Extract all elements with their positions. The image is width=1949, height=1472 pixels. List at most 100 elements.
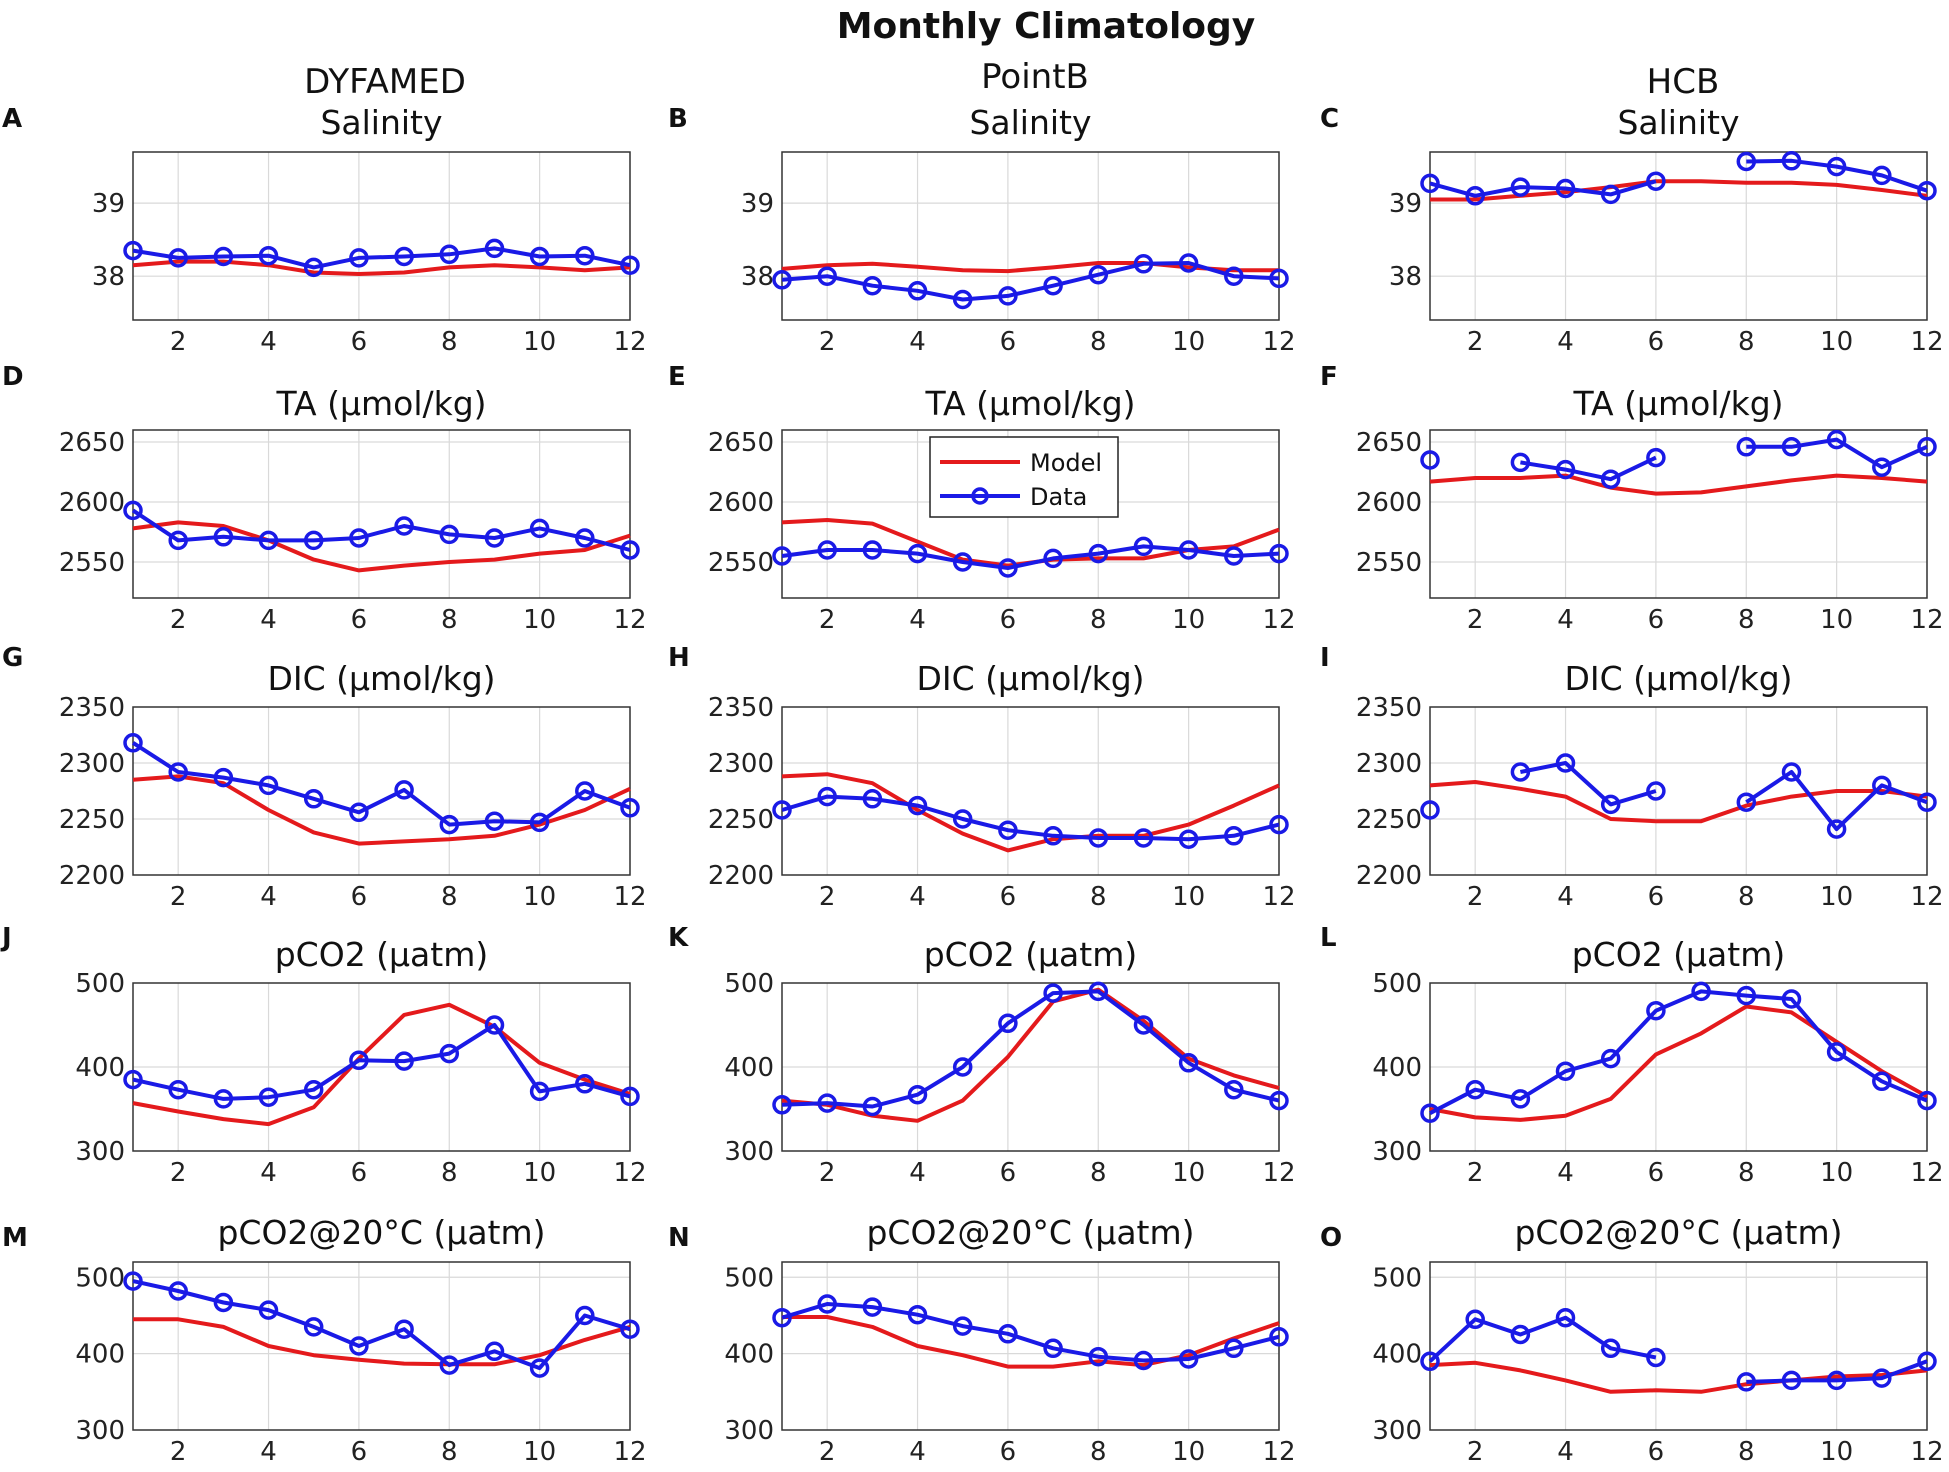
axes-box: [1429, 982, 1928, 1152]
plot-area: [133, 430, 630, 598]
series-data: [123, 1015, 640, 1109]
x-tick-label: 6: [351, 1158, 368, 1188]
series-line-model: [1429, 473, 1928, 496]
data-point: [862, 275, 883, 296]
series-data: [772, 1294, 1289, 1371]
panel-letter: N: [668, 1223, 690, 1253]
data-point: [1917, 1090, 1937, 1111]
data-point: [862, 789, 883, 809]
plot-area: [1430, 430, 1927, 598]
panel-title: pCO2@20°C (μatm): [217, 1213, 545, 1252]
panels: A Salinity 2 4 6 8 10 12 38 39 B Salinity 2 4 6 8 10 12 38…: [0, 103, 1944, 1467]
x-tick-label: 8: [1738, 1158, 1755, 1188]
y-tick-label: 2600: [708, 488, 774, 518]
panel-letter: I: [1320, 643, 1330, 673]
y-tick-label: 300: [75, 1137, 125, 1167]
data-point: [484, 528, 505, 548]
data-point: [1872, 457, 1892, 477]
data-point: [1178, 253, 1199, 273]
y-tick-label: 2250: [708, 805, 774, 835]
panel-a: A Salinity 2 4 6 8 10 12 38 39: [2, 103, 647, 357]
x-tick-label: 12: [1910, 605, 1943, 635]
data-point: [1917, 180, 1937, 201]
data-point: [575, 1074, 595, 1094]
x-tick-label: 10: [523, 1437, 556, 1467]
y-tick-label: 400: [1372, 1340, 1422, 1370]
data-point: [349, 1336, 369, 1356]
y-tick-label: 2650: [708, 428, 774, 458]
x-tick-label: 6: [1648, 1437, 1665, 1467]
panel-d: D TA (μmol/kg) 2 4 6 8 10 12 2550 2600 2650: [2, 362, 647, 635]
series-model: [1430, 179, 1928, 202]
data-point: [998, 820, 1018, 840]
x-tick-label: 4: [260, 327, 277, 357]
x-tick-label: 8: [441, 1158, 458, 1188]
data-point: [998, 286, 1018, 306]
x-tick-label: 10: [523, 327, 556, 357]
x-tick-label: 6: [1000, 1158, 1017, 1188]
series-line-data: [1745, 770, 1928, 832]
data-point: [1043, 548, 1063, 569]
series-data: [1420, 753, 1937, 839]
data-point: [529, 518, 550, 539]
data-point: [1178, 1053, 1199, 1073]
data-point: [1133, 254, 1154, 274]
data-point: [303, 530, 324, 551]
x-tick-label: 4: [260, 1437, 277, 1467]
series-data: [772, 786, 1289, 849]
x-tick-label: 4: [1557, 605, 1574, 635]
data-point: [213, 767, 234, 788]
panel-letter: L: [1320, 923, 1337, 953]
legend-data-label: Data: [1030, 483, 1087, 511]
x-tick-label: 8: [1738, 1437, 1755, 1467]
column-titles: DYFAMED PointB HCB: [304, 57, 1719, 102]
data-point: [575, 245, 595, 266]
data-point: [349, 248, 369, 268]
data-point: [1781, 437, 1802, 457]
x-tick-label: 12: [613, 1437, 646, 1467]
axes-box: [781, 982, 1280, 1152]
data-point: [168, 1079, 188, 1100]
data-point: [817, 540, 837, 560]
x-tick-label: 10: [1172, 1158, 1205, 1188]
x-tick-label: 12: [613, 605, 646, 635]
data-point: [1600, 794, 1621, 815]
x-tick-label: 2: [819, 882, 836, 912]
panel-i: I DIC (μmol/kg) 2 4 6 8 10 12 2200 2250 2300 2350: [1320, 643, 1944, 912]
data-point: [1088, 264, 1109, 285]
legend-box: [929, 436, 1119, 518]
data-point: [1600, 1048, 1621, 1069]
data-point: [772, 546, 792, 566]
data-point: [1043, 826, 1063, 846]
data-point: [439, 814, 460, 835]
data-point: [213, 527, 234, 547]
data-point: [1736, 792, 1757, 812]
data-point: [907, 795, 928, 816]
y-tick-label: 38: [92, 262, 125, 292]
x-tick-label: 10: [1820, 882, 1853, 912]
plot-area: [133, 1262, 630, 1430]
data-point: [349, 528, 369, 548]
x-tick-label: 8: [1090, 327, 1107, 357]
data-point: [862, 1297, 883, 1317]
x-tick-label: 10: [1820, 605, 1853, 635]
legend: Model Data: [929, 436, 1119, 518]
data-point: [349, 802, 369, 823]
data-point: [213, 1089, 234, 1109]
data-point: [1917, 1351, 1937, 1372]
x-tick-label: 10: [1820, 1437, 1853, 1467]
data-point: [1133, 1015, 1154, 1035]
data-point: [1178, 540, 1199, 560]
x-tick-label: 2: [1467, 882, 1484, 912]
data-point: [303, 1317, 324, 1337]
y-tick-label: 2600: [59, 488, 125, 518]
x-tick-label: 2: [170, 605, 187, 635]
x-tick-label: 6: [351, 1437, 368, 1467]
y-tick-label: 400: [1372, 1053, 1422, 1083]
data-point: [258, 775, 279, 796]
data-point: [1781, 1370, 1802, 1391]
data-point: [1872, 165, 1892, 186]
series-line-model: [1430, 179, 1928, 202]
series-line-model: [1429, 780, 1928, 824]
